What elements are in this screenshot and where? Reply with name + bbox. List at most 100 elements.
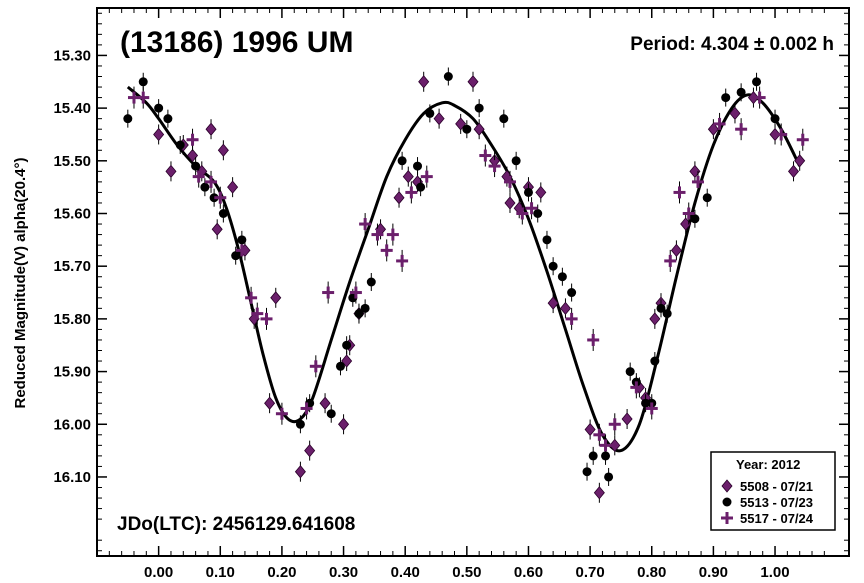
data-point	[227, 177, 239, 198]
data-point	[295, 415, 305, 434]
y-tick-label: 15.50	[53, 153, 91, 170]
data-point	[217, 140, 229, 161]
data-point	[393, 187, 405, 208]
legend-entry-label: 5517 - 07/24	[740, 511, 814, 526]
diamond-marker	[788, 164, 800, 178]
data-point	[191, 157, 201, 176]
circle-marker	[567, 288, 577, 298]
circle-marker	[231, 251, 241, 261]
data-point	[200, 178, 210, 197]
data-point	[650, 352, 660, 371]
diamond-marker	[227, 180, 239, 194]
circle-marker	[335, 361, 345, 371]
data-point	[467, 71, 479, 92]
x-tick-label: 0.10	[206, 564, 235, 581]
x-tick-label: 0.60	[514, 564, 543, 581]
data-point	[218, 204, 228, 223]
diamond-marker	[649, 312, 661, 326]
data-point	[137, 86, 150, 109]
y-tick-label: 15.70	[53, 258, 91, 275]
data-point	[721, 88, 731, 107]
diamond-marker	[707, 122, 719, 136]
circle-marker	[209, 193, 219, 203]
data-point	[251, 302, 264, 325]
circle-marker	[722, 497, 732, 507]
data-point	[275, 402, 288, 425]
diamond-marker	[593, 486, 605, 500]
data-point	[443, 67, 453, 86]
diamond-marker	[319, 396, 331, 410]
data-point	[525, 197, 538, 220]
diamond-marker	[584, 422, 596, 437]
diamond-marker	[153, 127, 165, 142]
circle-marker	[175, 140, 185, 150]
data-point	[670, 240, 682, 261]
data-point	[752, 72, 762, 91]
data-point	[260, 307, 273, 330]
x-tick-label: 0.40	[391, 564, 420, 581]
diamond-marker	[721, 479, 733, 493]
data-point	[604, 467, 614, 486]
data-point	[359, 213, 372, 236]
x-tick-label: 1.00	[760, 564, 789, 581]
data-point	[488, 155, 501, 178]
data-point	[360, 299, 370, 318]
data-point	[587, 328, 600, 351]
data-point	[503, 170, 516, 193]
circle-marker	[770, 114, 780, 124]
diamond-marker	[535, 185, 547, 200]
data-point	[309, 355, 322, 378]
data-point	[235, 239, 248, 262]
data-point	[433, 108, 445, 129]
circle-marker	[511, 156, 521, 166]
x-tick-label: 0.00	[144, 564, 173, 581]
diamond-marker	[211, 222, 223, 236]
data-point	[547, 293, 559, 314]
circle-marker	[533, 209, 543, 218]
fit-curve	[126, 85, 802, 453]
diamond-marker	[270, 291, 282, 305]
diamond-marker	[547, 296, 559, 310]
data-point	[645, 397, 658, 420]
data-point	[425, 104, 435, 123]
data-point	[548, 257, 558, 276]
data-point	[788, 161, 800, 182]
circle-marker	[702, 193, 712, 203]
data-point	[264, 393, 276, 414]
legend-marker	[721, 479, 733, 493]
x-tick-labels: 0.00 0.10 0.20 0.30 0.40 0.50 0.60 0.70 0.80 0.90…	[144, 564, 790, 581]
data-point	[775, 123, 788, 146]
circle-marker	[752, 77, 762, 87]
data-point	[338, 414, 350, 435]
data-point	[504, 192, 516, 213]
data-point	[567, 283, 577, 302]
data-point	[588, 446, 598, 465]
y-tick-label: 15.30	[53, 47, 91, 64]
diamond-marker	[729, 106, 741, 121]
data-point	[205, 119, 217, 140]
data-point	[211, 219, 223, 240]
y-axis-label: Reduced Magnitude(V) alpha(20.4°)	[12, 157, 29, 408]
legend-marker	[721, 512, 733, 524]
data-point	[123, 109, 133, 128]
circle-marker	[662, 309, 672, 319]
data-point	[326, 404, 336, 423]
x-tick-label: 0.20	[267, 564, 296, 581]
diamond-marker	[165, 164, 177, 178]
circle-marker	[191, 161, 201, 171]
circle-marker	[604, 472, 614, 482]
data-point	[542, 230, 552, 249]
diamond-marker	[217, 143, 229, 157]
data-point	[335, 357, 345, 376]
data-point	[690, 209, 700, 228]
circle-marker	[462, 124, 472, 134]
circle-marker	[690, 214, 700, 224]
data-point	[565, 307, 578, 330]
data-point	[796, 128, 809, 151]
circle-marker	[218, 209, 228, 218]
data-point	[349, 281, 362, 304]
data-point	[153, 124, 165, 145]
circle-marker	[425, 108, 435, 118]
